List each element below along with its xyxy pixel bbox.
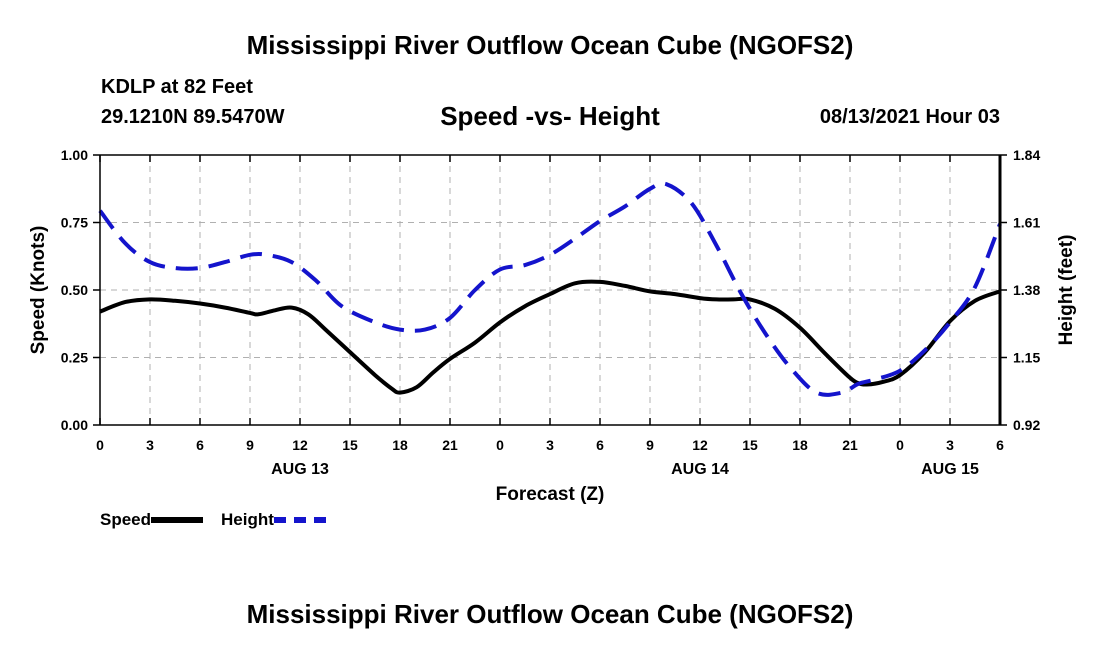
x-tick-label: 12 <box>292 437 308 453</box>
footer-title: Mississippi River Outflow Ocean Cube (NG… <box>246 599 854 629</box>
y2-tick-label: 0.92 <box>1013 417 1040 433</box>
chart-subtitle: Speed -vs- Height <box>440 101 660 131</box>
forecast-datetime: 08/13/2021 Hour 03 <box>819 106 1000 128</box>
y2-tick-label: 1.61 <box>1013 215 1040 231</box>
y-axis-label: Speed (Knots) <box>28 226 49 355</box>
y2-tick-label: 1.15 <box>1013 350 1040 366</box>
y-tick-label: 0.75 <box>61 215 88 231</box>
date-label: AUG 15 <box>921 461 979 478</box>
date-label: AUG 14 <box>671 461 729 478</box>
axes <box>93 154 1007 426</box>
y2-tick-label: 1.38 <box>1013 282 1040 298</box>
y2-tick-label: 1.84 <box>1013 147 1040 163</box>
coordinates-label: 29.1210N 89.5470W <box>101 106 285 128</box>
station-label: KDLP at 82 Feet <box>101 76 253 98</box>
x-tick-label: 18 <box>392 437 408 453</box>
x-tick-label: 9 <box>646 437 654 453</box>
x-tick-label: 0 <box>896 437 904 453</box>
x-tick-label: 21 <box>842 437 858 453</box>
x-tick-label: 6 <box>596 437 604 453</box>
y-tick-label: 0.50 <box>61 282 88 298</box>
x-tick-label: 12 <box>692 437 708 453</box>
x-axis-label: Forecast (Z) <box>496 484 605 505</box>
x-tick-label: 15 <box>342 437 358 453</box>
x-tick-label: 9 <box>246 437 254 453</box>
x-tick-label: 6 <box>996 437 1004 453</box>
y-tick-label: 0.00 <box>61 417 88 433</box>
chart-legend: Speed Height <box>100 509 326 530</box>
x-tick-label: 0 <box>96 437 104 453</box>
x-tick-label: 3 <box>946 437 954 453</box>
date-label: AUG 13 <box>271 461 329 478</box>
chart-title: Mississippi River Outflow Ocean Cube (NG… <box>246 30 854 60</box>
legend-height-label: Height <box>221 509 274 529</box>
x-tick-label: 15 <box>742 437 758 453</box>
grid-lines <box>100 155 1000 425</box>
legend-speed-swatch <box>151 516 204 523</box>
x-tick-label: 21 <box>442 437 458 453</box>
x-tick-label: 0 <box>496 437 504 453</box>
series-lines <box>98 181 1002 397</box>
x-tick-label: 3 <box>546 437 554 453</box>
y2-axis-label: Height (feet) <box>1056 235 1077 346</box>
series-line-height <box>98 181 1002 397</box>
x-tick-label: 6 <box>196 437 204 453</box>
x-tick-label: 18 <box>792 437 808 453</box>
x-tick-label: 3 <box>146 437 154 453</box>
y-tick-label: 0.25 <box>61 350 88 366</box>
legend-height-swatch <box>273 516 326 523</box>
axis-labels: 0 3 6 9 12 15 18 21 0 3 6 9 12 15 18 21 0 3 6 AUG 13 AUG 14 A… <box>28 147 1077 505</box>
y-tick-label: 1.00 <box>61 147 88 163</box>
legend-speed-label: Speed <box>100 509 152 529</box>
